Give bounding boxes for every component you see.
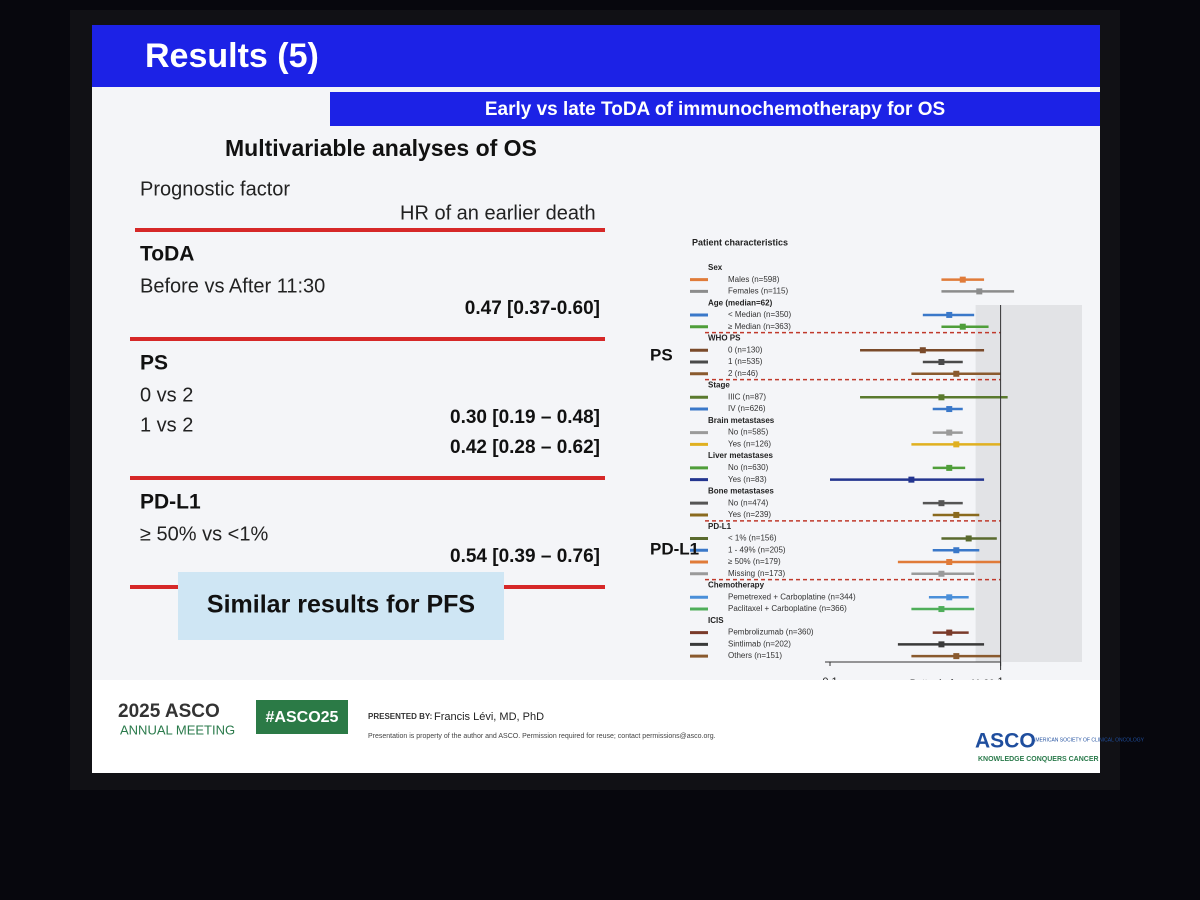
row-label: ≥ 50% (n=179) [728,557,781,566]
group-name: WHO PS [708,334,741,343]
slide-subtitle: Early vs late ToDA of immunochemotherapy… [485,99,945,120]
row-label: 0 (n=130) [728,345,763,354]
section-name: PD-L1 [140,491,201,514]
factor: ≥ 50% vs <1% [140,523,268,545]
group-name: Sex [708,263,723,272]
forest-plot: Patient characteristics Sex Males (n=598) F… [650,237,1086,713]
hr-value: 0.47 [0.37-0.60] [465,298,600,319]
hazard-ratio [938,359,945,365]
highlight-label: PS [650,346,673,365]
group-name: Chemotherapy [708,581,765,590]
hazard-ratio [976,288,983,295]
title-bar [92,25,1100,87]
note: Similar results for PFS [207,591,475,619]
row-label: 1 - 49% (n=205) [728,545,786,554]
row-label: 2 (n=46) [728,369,758,378]
section-name: PS [140,352,168,375]
row-label: Yes (n=83) [728,475,767,484]
hazard-ratio [953,511,960,518]
group-name: Bone metastases [708,487,774,496]
note-box [178,572,504,640]
presented-by: PRESENTED BY: [368,712,432,721]
hazard-ratio [953,547,960,554]
hazard-ratio [938,570,945,577]
notice: Presentation is property of the author a… [368,733,716,740]
hazard-ratio [946,559,953,565]
factor: 0 vs 2 [140,384,193,406]
hazard-ratio [953,653,960,660]
row-label: < Median (n=350) [728,310,791,319]
row-label: No (n=585) [728,428,769,437]
hazard-ratio [953,441,960,448]
row-label: No (n=474) [728,498,769,507]
society: AMERICAN SOCIETY OF CLINICAL ONCOLOGY [1032,737,1145,743]
row-label: Males (n=598) [728,275,780,284]
meeting-name: ANNUAL MEETING [120,722,235,737]
hazard-ratio [908,476,915,483]
row-label: 1 (n=535) [728,357,763,366]
hashtag: #ASCO25 [266,709,339,726]
group-name: PD-L1 [708,522,732,531]
row-label: < 1% (n=156) [728,534,777,543]
forest-title: Patient characteristics [692,237,788,247]
slide-title: Results (5) [145,37,319,75]
hazard-ratio [946,594,953,601]
row-label: ≥ Median (n=363) [728,322,791,331]
hazard-ratio [965,535,972,542]
subtitle-bar [330,92,1100,126]
hazard-ratio [938,641,945,648]
hr-value: 0.54 [0.39 – 0.76] [450,546,600,567]
row-label: IIIC (n=87) [728,392,766,401]
row-label: No (n=630) [728,463,769,472]
row-label: Others (n=151) [728,651,782,660]
row-label: Paclitaxel + Carboplatine (n=366) [728,604,847,613]
group-name: Stage [708,381,730,390]
group-name: Liver metastases [708,451,773,460]
hashtag-box [256,700,348,734]
slogan: KNOWLEDGE CONQUERS CANCER [978,756,1099,763]
table-header: Prognostic factor [140,178,290,200]
highlight-label: PD-L1 [650,540,699,559]
hazard-ratio [953,370,960,377]
table-body: ToDA Before vs After 11:30 0.47 [0.37-0.60… [130,243,605,589]
hazard-ratio [946,406,953,413]
row-label: Yes (n=126) [728,439,771,448]
row-label: Pemetrexed + Carboplatine (n=344) [728,592,856,601]
factor: 1 vs 2 [140,414,193,436]
row-label: Sintlimab (n=202) [728,639,791,648]
section-name: ToDA [140,243,194,266]
row-label: Pembrolizumab (n=360) [728,628,814,637]
group-name: ICIS [708,616,724,625]
hazard-ratio [946,429,953,436]
row-label: IV (n=626) [728,404,766,413]
row-label: Yes (n=239) [728,510,771,519]
footer [92,680,1100,773]
meeting-year: 2025 ASCO [118,701,220,722]
hazard-ratio [938,500,945,507]
hazard-ratio [959,276,966,283]
hazard-ratio [938,606,945,613]
favour-panel [975,305,1082,662]
hazard-ratio [946,464,953,471]
row-label: Females (n=115) [728,287,788,296]
hazard-ratio [919,347,926,354]
hr-value: 0.30 [0.19 – 0.48] [450,407,600,428]
hr-value: 0.42 [0.28 – 0.62] [450,437,600,458]
hazard-ratio [938,394,945,401]
slide [92,25,1100,773]
hazard-ratio [959,323,966,330]
hazard-ratio [946,629,953,636]
factor: Before vs After 11:30 [140,275,325,297]
group-name: Age (median=62) [708,298,773,307]
hazard-ratio [946,311,953,318]
presenter: Francis Lévi, MD, PhD [434,711,544,723]
table-header: HR of an earlier death [400,202,596,224]
table-title: Multivariable analyses of OS [225,135,537,161]
row-label: Missing (n=173) [728,569,785,578]
group-name: Brain metastases [708,416,775,425]
asco-logo: ASCO [975,730,1036,753]
